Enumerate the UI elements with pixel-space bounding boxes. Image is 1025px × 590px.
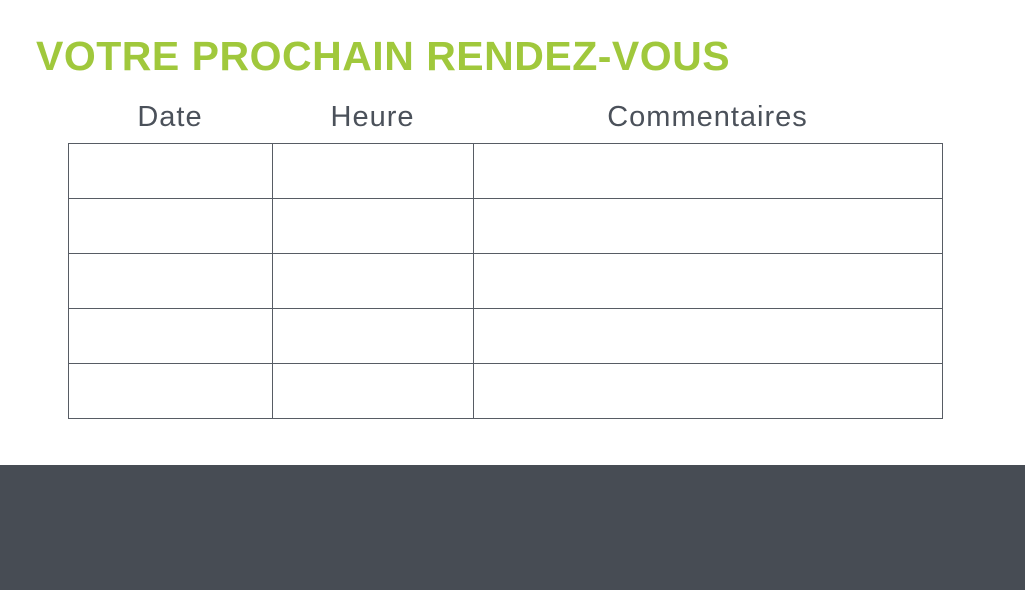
table-cell-commentaires <box>473 253 943 309</box>
column-header-commentaires: Commentaires <box>607 101 808 133</box>
table-cell-date <box>68 308 273 364</box>
table-cell-commentaires <box>473 143 943 199</box>
table-cell-commentaires <box>473 308 943 364</box>
table-cell-heure <box>272 363 474 419</box>
table-cell-date <box>68 143 273 199</box>
table-cell-date <box>68 253 273 309</box>
table-cell-date <box>68 198 273 254</box>
table-cell-heure <box>272 253 474 309</box>
table-cell-commentaires <box>473 363 943 419</box>
column-header-date: Date <box>137 101 203 133</box>
table-cell-date <box>68 363 273 419</box>
table-cell-heure <box>272 198 474 254</box>
table-row <box>68 363 943 419</box>
table-cell-heure <box>272 143 474 199</box>
footer-band <box>0 465 1025 590</box>
page-title: VOTRE PROCHAIN RENDEZ-VOUS <box>36 33 731 79</box>
appointments-table <box>68 143 943 419</box>
table-row <box>68 143 943 199</box>
column-header-heure: Heure <box>330 101 415 133</box>
table-row <box>68 308 943 364</box>
table-cell-heure <box>272 308 474 364</box>
table-column-headers: Date Heure Commentaires <box>68 100 942 134</box>
table-cell-commentaires <box>473 198 943 254</box>
table-row <box>68 198 943 254</box>
table-row <box>68 253 943 309</box>
